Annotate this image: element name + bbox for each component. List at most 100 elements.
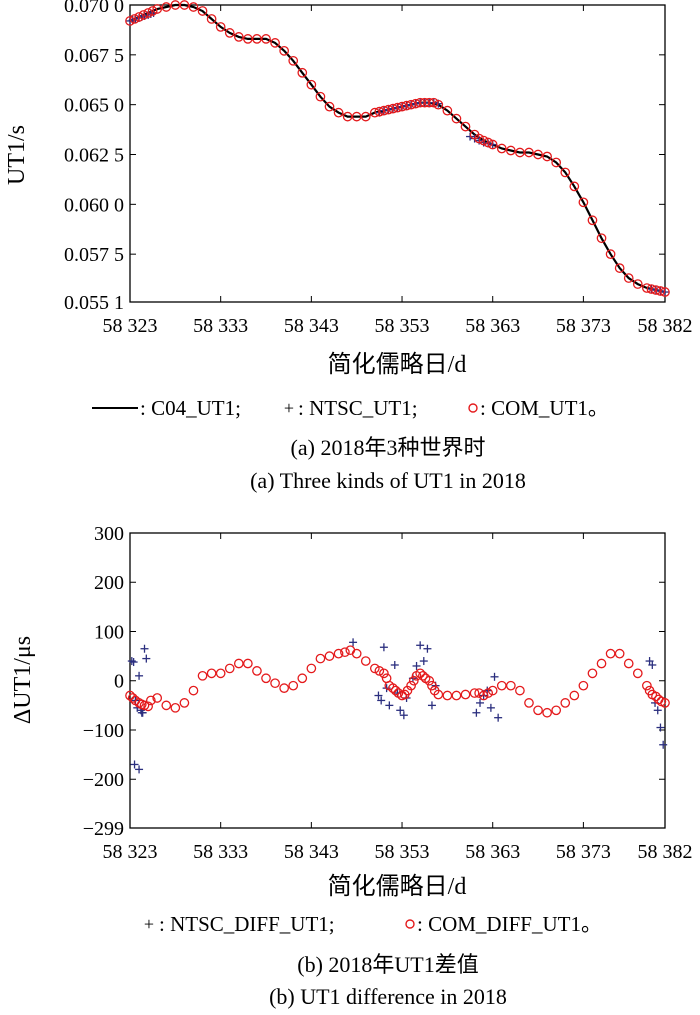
panel-b-x-axis-label: 简化儒略日/d (328, 873, 467, 900)
com-diff-ut1-point (442, 690, 453, 701)
com-ut1-point (143, 8, 153, 18)
com-ut1-point (401, 100, 412, 111)
com-diff-ut1-point (433, 689, 444, 700)
com-diff-ut1-point (542, 707, 552, 718)
com-diff-ut1-point (233, 658, 244, 669)
legend-ntsc-label: : NTSC_UT1; (298, 396, 418, 420)
com-diff-ut1-point (587, 668, 598, 679)
com-diff-ut1-point (427, 680, 437, 691)
ntsc-diff-ut1-point (135, 671, 144, 680)
com-ut1-point (297, 67, 308, 78)
com-diff-ut1-point (179, 698, 190, 708)
legend-ntsc-diff-label: : NTSC_DIFF_UT1; (159, 912, 335, 936)
com-diff-ut1-point (533, 705, 543, 716)
com-ut1-point (569, 181, 580, 192)
com-diff-ut1-point (569, 690, 580, 701)
com-ut1-point (596, 233, 607, 244)
com-diff-ut1-point (524, 698, 534, 708)
com-diff-ut1-point (161, 700, 172, 711)
panel-b-data-marks (125, 638, 670, 774)
com-ut1-point (406, 99, 416, 110)
com-ut1-point (646, 284, 657, 294)
x-tick-label: 58 373 (556, 315, 611, 337)
panel-a-caption-en: (a) Three kinds of UT1 in 2018 (250, 468, 526, 493)
com-diff-ut1-point (224, 663, 235, 674)
com-diff-ut1-point (660, 698, 670, 708)
com-diff-ut1-point (261, 673, 271, 684)
com-diff-ut1-point (596, 658, 607, 669)
com-diff-ut1-point (340, 647, 350, 658)
com-ut1-point (324, 101, 335, 112)
com-ut1-point (410, 98, 421, 109)
ntsc-diff-ut1-point (476, 698, 485, 707)
panel-a-x-axis-label: 简化儒略日/d (328, 351, 467, 378)
y-tick-label: 0.055 1 (64, 292, 124, 314)
x-tick-label: 58 343 (284, 315, 339, 337)
com-ut1-point (655, 286, 666, 296)
com-diff-ut1-point (390, 685, 401, 696)
com-diff-ut1-point (379, 668, 389, 679)
panel-a-caption-cn: (a) 2018年3种世界时 (291, 435, 486, 460)
legend-com-label: : COM_UT1。 (480, 396, 609, 420)
y-tick-label: 100 (94, 621, 124, 643)
com-ut1-point (424, 97, 435, 108)
com-ut1-point (206, 14, 217, 24)
com-diff-ut1-point (451, 690, 462, 701)
legend-com-diff-circle-swatch (405, 919, 415, 929)
com-diff-ut1-point (324, 651, 335, 661)
com-diff-ut1-point (469, 688, 480, 698)
com-diff-ut1-point (360, 656, 371, 666)
ntsc-diff-ut1-point (127, 657, 136, 666)
com-diff-ut1-point (127, 693, 138, 703)
ntsc-diff-ut1-point (385, 701, 394, 710)
com-diff-ut1-point (408, 675, 419, 686)
ntsc-diff-ut1-point (137, 708, 146, 717)
com-ut1-point (392, 102, 403, 113)
com-diff-ut1-point (551, 705, 562, 716)
x-tick-label: 58 363 (465, 315, 520, 337)
y-tick-label: 0.065 0 (64, 95, 124, 117)
com-ut1-point (515, 147, 525, 158)
com-ut1-point (487, 139, 498, 150)
com-ut1-point (342, 111, 353, 122)
com-diff-ut1-point (418, 670, 428, 681)
ntsc-diff-ut1-point (648, 660, 657, 669)
ntsc-diff-ut1-point (423, 644, 432, 653)
com-ut1-point (551, 157, 562, 168)
com-diff-ut1-point (406, 680, 416, 691)
c04-ut1-series-line (129, 3, 666, 294)
y-tick-label: −100 (83, 720, 124, 742)
com-ut1-point (542, 151, 552, 162)
com-ut1-point (288, 55, 299, 66)
com-diff-ut1-point (270, 678, 280, 689)
com-diff-ut1-point (315, 653, 326, 664)
com-ut1-point (279, 45, 290, 56)
com-diff-ut1-point (424, 675, 435, 686)
com-diff-ut1-point (333, 648, 344, 659)
ntsc-diff-ut1-point (135, 765, 144, 774)
com-ut1-point (179, 0, 190, 10)
com-ut1-point (478, 135, 489, 146)
ntsc-diff-ut1-point (349, 638, 358, 647)
com-diff-ut1-point (496, 680, 507, 691)
com-diff-ut1-point (578, 680, 589, 691)
com-ut1-point (134, 12, 144, 22)
ntsc-diff-ut1-point (416, 641, 425, 650)
ntsc-diff-ut1-point (396, 706, 405, 715)
com-diff-ut1-point (243, 658, 253, 669)
com-ut1-point (161, 2, 172, 12)
com-ut1-point (224, 28, 235, 38)
com-ut1-point (351, 111, 362, 122)
com-ut1-point (419, 97, 430, 108)
com-ut1-point (333, 107, 344, 118)
legend-ntsc-plus-swatch: + (284, 398, 294, 418)
com-ut1-point (496, 143, 507, 154)
com-ut1-point (261, 34, 271, 44)
com-ut1-point (560, 167, 571, 178)
ntsc-diff-ut1-point (486, 703, 495, 712)
com-diff-ut1-point (388, 683, 398, 693)
ntsc-diff-ut1-point (140, 644, 149, 653)
ntsc-diff-ut1-point (419, 657, 428, 666)
panel-b-y-axis-label: ΔUT1/μs (10, 636, 36, 724)
